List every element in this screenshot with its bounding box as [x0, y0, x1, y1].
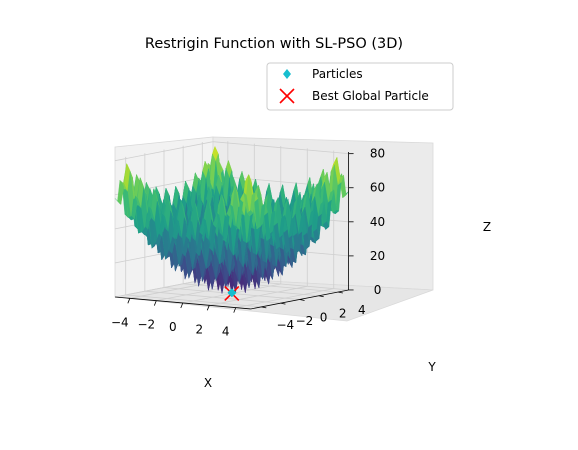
- x-tick-mark: [206, 305, 210, 311]
- x-tick-label: −4: [111, 315, 129, 329]
- y-tick-mark: [299, 299, 305, 301]
- legend: Particles Best Global Particle: [266, 62, 454, 111]
- legend-entry-best-global: Best Global Particle: [312, 89, 429, 103]
- chart-title: Restrigin Function with SL-PSO (3D): [145, 36, 403, 52]
- x-tick-mark: [127, 298, 131, 304]
- x-tick-label: 0: [169, 320, 177, 334]
- z-axis-label: Z: [483, 220, 491, 234]
- x-axis-line: [114, 296, 251, 310]
- x-tick-mark: [233, 307, 237, 313]
- y-tick-mark: [261, 306, 267, 309]
- y-tick-label: 2: [339, 307, 347, 321]
- x-axis-ticks: −4 −2 0 2 4: [111, 298, 237, 339]
- x-axis-label: X: [204, 376, 212, 390]
- y-tick-mark: [318, 295, 324, 298]
- x-tick-label: −2: [137, 318, 155, 332]
- y-tick-mark: [337, 291, 343, 294]
- particle-markers: [224, 285, 240, 302]
- legend-particles-diamond-icon: [283, 69, 291, 79]
- z-tick-label: 40: [370, 215, 385, 229]
- y-tick-label: 4: [358, 303, 366, 317]
- legend-frame: [266, 62, 454, 111]
- legend-entry-particles: Particles: [312, 67, 363, 81]
- z-axis-ticks: 0 20 40 60 80: [348, 147, 385, 297]
- y-tick-label: −2: [296, 314, 314, 328]
- y-tick-label: −4: [276, 318, 294, 332]
- x-tick-mark: [180, 302, 184, 309]
- legend-best-x-icon: [279, 88, 295, 104]
- z-tick-label: 80: [370, 147, 385, 161]
- particle-marker: [228, 288, 237, 297]
- z-tick-label: 60: [370, 181, 385, 195]
- x-tick-mark: [153, 300, 157, 306]
- z-tick-label: 0: [374, 283, 382, 297]
- surface-patch: [246, 210, 254, 217]
- y-axis-label: Y: [427, 360, 436, 374]
- y-tick-label: 0: [320, 310, 328, 324]
- z-tick-label: 20: [370, 249, 385, 263]
- y-axis-ticks: −4 −2 0 2 4: [261, 291, 366, 332]
- rastrigin-surface: [114, 146, 349, 294]
- x-tick-label: 2: [195, 322, 203, 336]
- y-tick-mark: [280, 302, 286, 305]
- x-tick-label: 4: [222, 325, 230, 339]
